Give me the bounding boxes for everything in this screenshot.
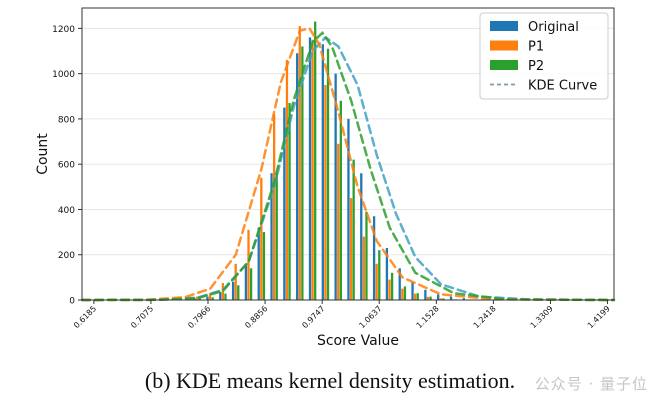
- bar-p1: [388, 279, 391, 300]
- bar-original: [334, 73, 337, 301]
- bar-p1: [439, 298, 442, 300]
- legend-swatch: [490, 40, 518, 51]
- x-tick-label: 0.7075: [129, 304, 155, 330]
- bar-p2: [403, 286, 407, 300]
- bar-p2: [211, 297, 214, 300]
- x-tick-label: 0.8856: [243, 304, 269, 330]
- bar-p2: [442, 298, 445, 300]
- bar-p2: [262, 232, 266, 300]
- histogram-bars: [144, 21, 517, 301]
- bar-p2: [365, 211, 368, 300]
- bar-original: [231, 281, 235, 300]
- plot-frame: [81, 7, 615, 301]
- bar-p1: [311, 39, 314, 301]
- legend-entry-label: Original: [528, 20, 579, 35]
- bar-p1: [337, 143, 340, 300]
- bar-original: [360, 173, 363, 300]
- bar-p2: [390, 272, 394, 300]
- y-tick-label: 400: [58, 206, 75, 216]
- bar-p2: [275, 173, 278, 300]
- x-axis-label: Score Value: [317, 333, 399, 349]
- bar-p2: [378, 250, 381, 300]
- bar-original: [411, 281, 414, 300]
- bar-p1: [324, 84, 327, 300]
- bar-p2: [326, 48, 330, 300]
- legend-entry-label: P2: [528, 59, 544, 74]
- bar-original: [347, 118, 350, 300]
- x-tick-label: 1.0637: [357, 304, 383, 330]
- y-tick-label: 1000: [52, 70, 75, 80]
- bar-p2: [224, 293, 227, 300]
- bar-p1: [426, 296, 430, 300]
- kde-curve-line: [80, 26, 616, 302]
- legend-swatch: [490, 21, 518, 31]
- legend-entry-label: KDE Curve: [528, 79, 597, 94]
- bar-p2: [301, 46, 304, 300]
- x-tick-label: 0.9747: [300, 304, 326, 330]
- kde-curves: [80, 26, 616, 302]
- x-axis-ticks: 0.6185 0.7075 0.7966 0.8856 0.9747 1.0637 1.15…: [72, 300, 612, 330]
- bar-p1: [247, 229, 250, 300]
- legend-swatch: [490, 60, 518, 70]
- bar-p2: [288, 103, 291, 301]
- bar-p2: [249, 268, 253, 300]
- bar-p1: [401, 288, 404, 300]
- bar-original: [424, 289, 427, 300]
- bar-p2: [352, 159, 355, 300]
- y-tick-label: 600: [58, 161, 75, 171]
- bar-original: [283, 107, 286, 301]
- bar-p1: [272, 114, 276, 300]
- bar-p1: [234, 263, 237, 300]
- bar-original: [437, 294, 440, 300]
- bar-original: [308, 37, 312, 300]
- x-tick-label: 1.2418: [472, 304, 498, 330]
- watermark: 公众号 · 量子位: [534, 375, 648, 393]
- x-tick-label: 0.7966: [186, 304, 212, 330]
- bar-p2: [198, 298, 201, 300]
- x-tick-label: 1.1528: [415, 304, 441, 330]
- y-tick-label: 800: [58, 115, 75, 125]
- bar-p1: [375, 263, 378, 300]
- bar-original: [244, 263, 248, 300]
- bar-p2: [416, 293, 419, 300]
- bar-original: [449, 296, 453, 300]
- bar-p1: [221, 283, 225, 300]
- bar-original: [219, 292, 222, 300]
- bar-p2: [314, 21, 317, 301]
- y-tick-label: 200: [58, 251, 75, 261]
- bar-original: [372, 216, 376, 300]
- bar-p1: [414, 293, 417, 300]
- bar-original: [385, 247, 389, 300]
- bar-original: [257, 227, 260, 300]
- bar-p2: [339, 100, 342, 300]
- bar-original: [398, 268, 401, 300]
- bar-p1: [362, 236, 366, 300]
- bar-original: [270, 173, 273, 300]
- y-axis-ticks: 0 200 400 600 800 1000 1200: [52, 25, 82, 307]
- legend: Original P1 P2 KDE Curve: [479, 12, 609, 100]
- bar-original: [206, 296, 209, 300]
- bar-original: [321, 44, 324, 300]
- bar-p1: [349, 198, 353, 300]
- bar-p1: [298, 26, 301, 301]
- bar-p1: [260, 177, 263, 300]
- bar-original: [462, 298, 465, 300]
- bar-original: [296, 53, 299, 300]
- y-tick-label: 1200: [52, 25, 75, 35]
- bar-p1: [208, 293, 212, 300]
- figure-caption: (b) KDE means kernel density estimation.: [144, 368, 516, 393]
- bar-p2: [237, 285, 240, 300]
- y-tick-label: 0: [69, 297, 75, 307]
- x-tick-label: 1.4199: [586, 304, 612, 330]
- bar-p2: [429, 296, 432, 300]
- x-tick-label: 1.3309: [529, 304, 555, 330]
- kde-curve-line: [80, 31, 616, 302]
- legend-box: [479, 12, 609, 100]
- x-tick-label: 0.6185: [72, 304, 98, 330]
- bar-p1: [285, 60, 289, 301]
- legend-entry-label: P1: [528, 40, 544, 55]
- y-axis-label: Count: [35, 133, 51, 175]
- bar-p1: [196, 296, 199, 300]
